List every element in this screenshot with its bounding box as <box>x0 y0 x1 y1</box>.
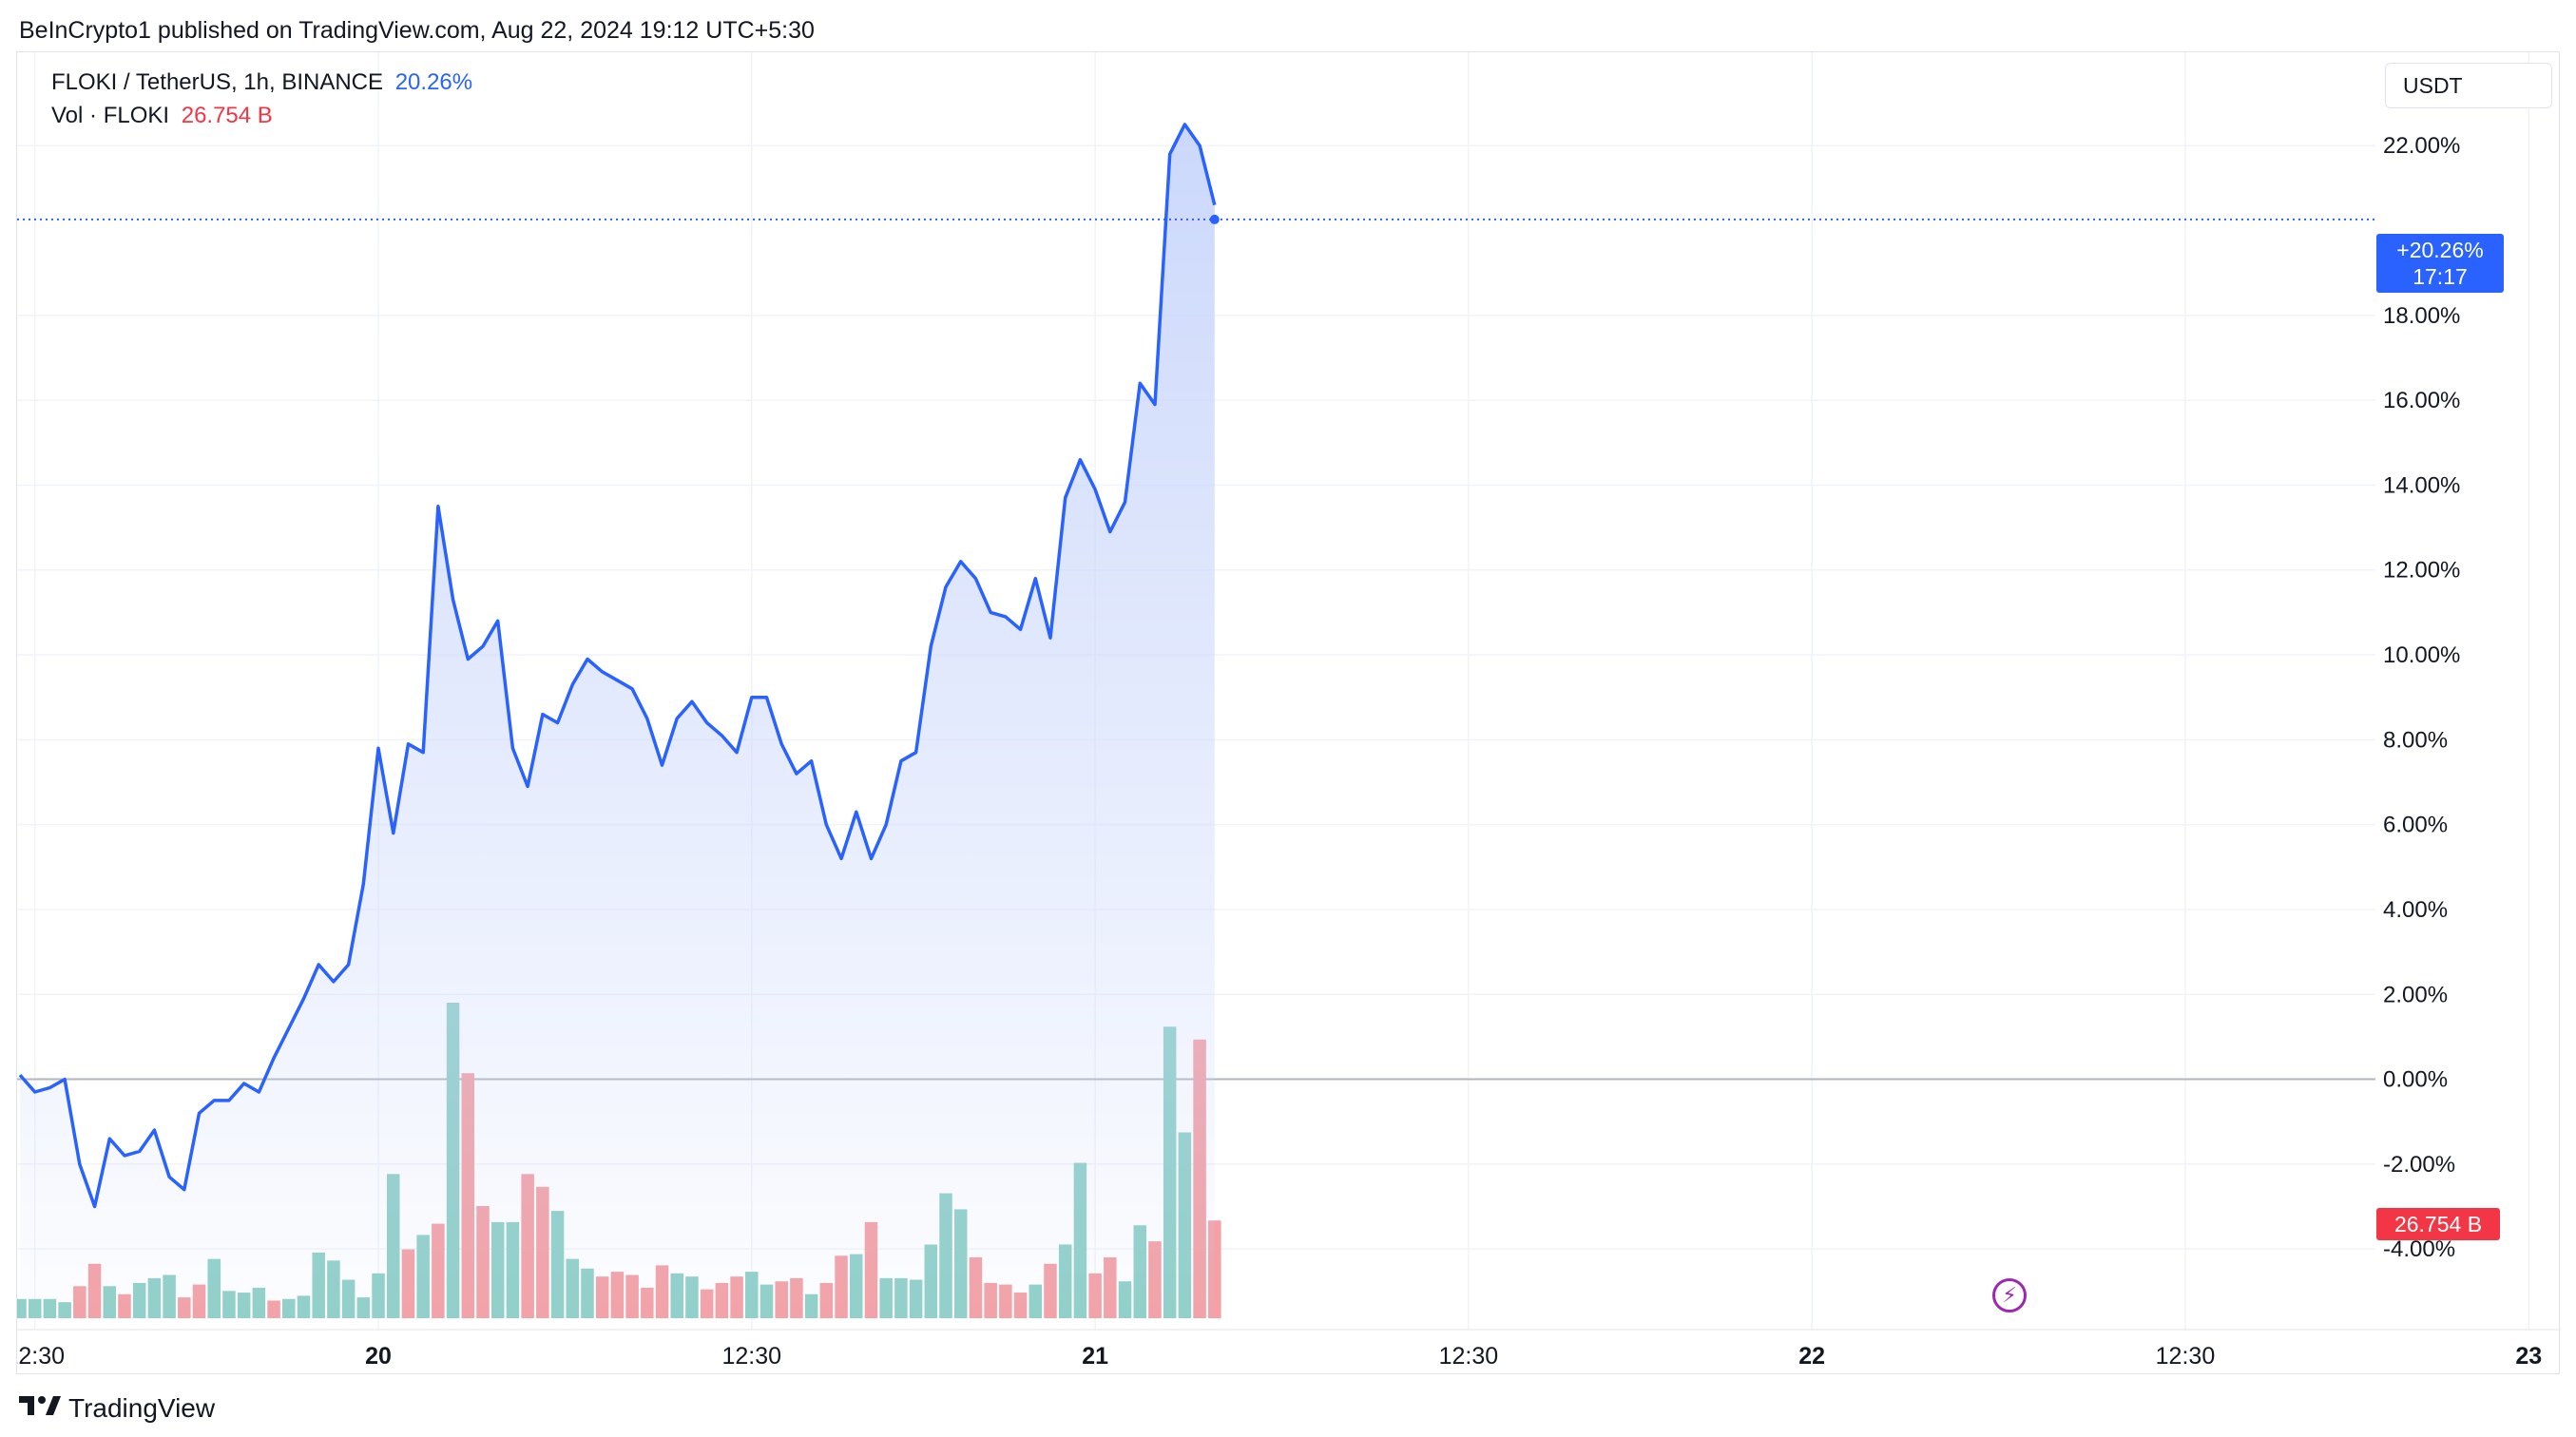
legend-volume-row: Vol · FLOKI 26.754 B <box>51 103 279 129</box>
y-tick-label: 4.00% <box>2383 897 2448 923</box>
legend-symbol-row: FLOKI / TetherUS, 1h, BINANCE 20.26% <box>51 69 478 96</box>
price-area-fill <box>20 124 1215 1318</box>
last-price-change: +20.26% <box>2396 238 2484 262</box>
legend-volume-label[interactable]: Vol · FLOKI <box>51 103 170 128</box>
x-tick-label: 12:30 <box>2156 1343 2216 1370</box>
last-price-label: +20.26% 17:17 <box>2376 234 2504 293</box>
chart-frame[interactable]: 22.00% 18.00% 16.00% 14.00% 12.00% 10.00% 8.00… <box>16 51 2561 1375</box>
y-tick-label: -4.00% <box>2383 1236 2455 1262</box>
last-price-dot <box>1209 214 1220 224</box>
last-volume-label: 26.754 B <box>2376 1208 2500 1240</box>
x-tick-label: 23 <box>2515 1343 2542 1370</box>
y-tick-label: 2.00% <box>2383 982 2448 1007</box>
x-tick-label: 21 <box>1082 1343 1108 1370</box>
y-tick-label: 0.00% <box>2383 1067 2448 1093</box>
x-tick-label: 12:30 <box>1439 1343 1499 1370</box>
currency-button[interactable]: USDT <box>2385 63 2552 108</box>
legend-volume-value: 26.754 B <box>181 103 273 128</box>
x-tick-label: 12:30 <box>722 1343 782 1370</box>
tradingview-brand[interactable]: TradingView <box>19 1393 215 1424</box>
legend-symbol[interactable]: FLOKI / TetherUS, 1h, BINANCE <box>51 69 384 95</box>
y-tick-label: 22.00% <box>2383 133 2460 159</box>
legend-change: 20.26% <box>394 69 473 95</box>
y-tick-label: 12.00% <box>2383 558 2460 584</box>
lightning-icon[interactable]: ⚡ <box>1992 1278 2027 1312</box>
y-tick-label: 6.00% <box>2383 813 2448 838</box>
publish-header: BeInCrypto1 published on TradingView.com… <box>19 17 815 44</box>
y-tick-label: -2.00% <box>2383 1152 2455 1178</box>
y-tick-label: 18.00% <box>2383 303 2460 329</box>
x-tick-label: 20 <box>365 1343 392 1370</box>
tradingview-logo-icon <box>19 1393 61 1424</box>
y-tick-label: 10.00% <box>2383 642 2460 668</box>
y-tick-label: 14.00% <box>2383 472 2460 498</box>
y-tick-label: 8.00% <box>2383 727 2448 753</box>
price-line <box>18 123 1217 1209</box>
x-tick-label: 22 <box>1798 1343 1825 1370</box>
x-tick-label: 12:30 <box>17 1343 65 1370</box>
brand-name: TradingView <box>68 1393 216 1423</box>
y-tick-label: 16.00% <box>2383 388 2460 413</box>
price-chart[interactable]: 22.00% 18.00% 16.00% 14.00% 12.00% 10.00% 8.00… <box>17 52 2561 1375</box>
last-price-countdown: 17:17 <box>2413 264 2468 289</box>
